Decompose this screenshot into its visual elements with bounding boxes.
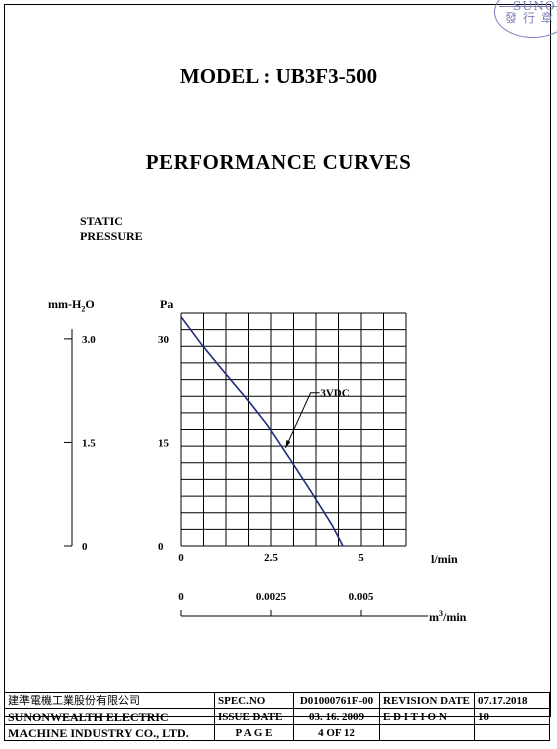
revision-date-label: REVISION DATE (379, 692, 475, 709)
series-label-3vdc: 3VDC (320, 388, 349, 400)
section-title: PERFORMANCE CURVES (145, 150, 412, 174)
model-title: MODEL : UB3F3-500 (179, 64, 378, 88)
x-unit-secondary-sup: 3 (439, 609, 443, 618)
y-axis-title-line2: PRESSURE (80, 229, 143, 243)
issue-stamp: SUNON 發行章 (494, 0, 557, 38)
series-line-3vdc (180, 316, 344, 547)
x-tick-label-m3min: 0.0025 (256, 591, 287, 603)
x-tick-label-lmin: 2.5 (264, 552, 278, 564)
revision-date-value: 07.17.2018 (474, 692, 550, 709)
company-name-cn: 建準電機工業股份有限公司 (4, 692, 215, 709)
y-unit-secondary: mm-H2O (48, 297, 95, 313)
y-tick-label-pa: 15 (158, 437, 170, 449)
company-name-en-1: SUNONWEALTH ELECTRIC (4, 708, 215, 725)
page-value: 4 OF 12 (293, 724, 380, 741)
page-label: P A G E (214, 724, 294, 741)
y-tick-label-mmh2o: 0 (82, 541, 88, 553)
x-tick-label-m3min: 0 (178, 591, 184, 603)
x-unit-secondary-end: /min (443, 610, 467, 624)
y-tick-label-pa: 30 (158, 334, 170, 346)
y-tick-label-mmh2o: 3.0 (82, 334, 96, 346)
x-tick-label-lmin: 0 (178, 552, 184, 564)
stamp-line2: 發行章 (505, 11, 557, 25)
x-tick-label-lmin: 5 (358, 552, 364, 564)
series-callout-arrowhead (285, 439, 291, 448)
issue-date-value: 03. 16. 2009 (293, 708, 380, 725)
chart-axes (71, 329, 428, 617)
issue-date-label: ISSUE DATE (214, 708, 294, 725)
y-unit-primary: Pa (160, 297, 174, 311)
stamp-divider (499, 6, 557, 7)
x-unit-secondary-base: m (429, 610, 439, 624)
company-name-en-2: MACHINE INDUSTRY CO., LTD. (4, 724, 215, 741)
x-unit-secondary: m3/min (429, 609, 466, 625)
y-tick-label-pa: 0 (158, 541, 164, 553)
y-tick-label-mmh2o: 1.5 (82, 437, 96, 449)
spec-no-value: D01000761F-00 (293, 692, 380, 709)
edition-value: 10 (474, 708, 550, 725)
footer-empty-cell-2 (474, 724, 550, 741)
footer-empty-cell-1 (379, 724, 475, 741)
x-unit-primary: l/min (431, 552, 458, 566)
series-callout-leader (284, 392, 320, 449)
x-tick-label-m3min: 0.005 (349, 591, 374, 603)
y-unit-secondary-end: O (85, 297, 95, 311)
chart-tick-labels: 30 15 0 3.0 1.5 0 0 2.5 5 0 0.0025 0.005 (64, 334, 374, 616)
spec-no-label: SPEC.NO (214, 692, 294, 709)
chart-grid (180, 312, 407, 547)
y-unit-secondary-sub: 2 (81, 304, 86, 314)
edition-label: E D I T I O N (379, 708, 475, 725)
y-axis-title-line1: STATIC (80, 214, 123, 228)
title-block: 建準電機工業股份有限公司 SPEC.NO D01000761F-00 REVIS… (4, 692, 550, 741)
chart-series: 3VDC (180, 316, 350, 547)
y-unit-secondary-base: mm-H (48, 297, 82, 311)
